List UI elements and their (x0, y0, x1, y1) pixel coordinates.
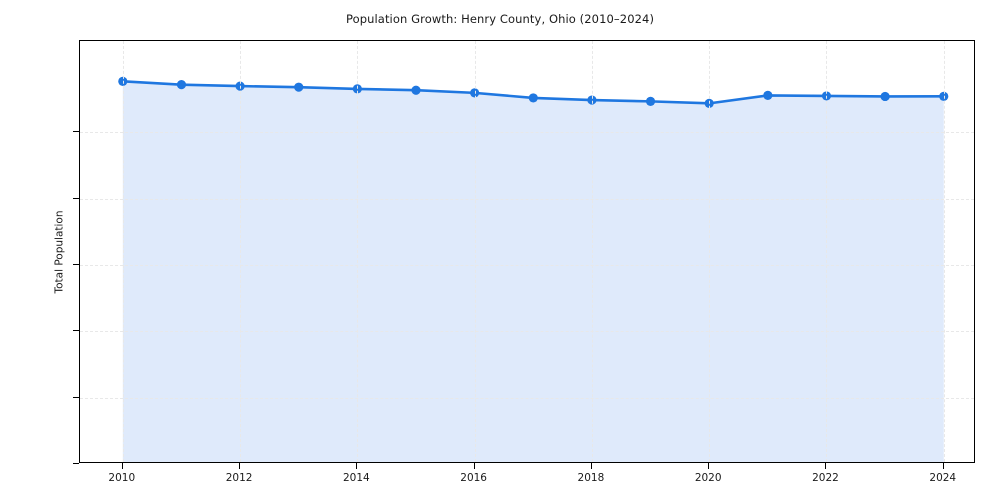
data-point-2017 (528, 93, 538, 103)
gridline-vertical-6 (826, 41, 828, 462)
plot-area (79, 40, 975, 463)
y-axis-label-wrapper: Total Population (8, 40, 66, 463)
population-line-series (118, 76, 949, 462)
x-tick-label-2014: 2014 (342, 472, 370, 484)
area-fill (122, 81, 944, 462)
gridline-horizontal-3 (80, 264, 974, 266)
data-point-2019 (645, 96, 656, 106)
gridline-vertical-5 (709, 41, 711, 462)
x-tick-label-2024: 2024 (929, 472, 957, 484)
y-tick-mark-3 (73, 263, 79, 265)
x-tick-label-2018: 2018 (577, 472, 605, 484)
data-point-2023 (880, 91, 890, 102)
x-tick-label-2016: 2016 (460, 472, 487, 484)
x-tick-label-2012: 2012 (225, 472, 253, 484)
x-tick-mark-6 (825, 463, 827, 469)
y-tick-mark-1 (73, 396, 79, 398)
plot-inner (80, 41, 974, 462)
x-tick-mark-3 (473, 463, 475, 469)
x-tick-mark-0 (121, 463, 123, 469)
x-tick-mark-4 (590, 463, 592, 469)
gridline-horizontal-1 (80, 397, 974, 399)
x-tick-label-2020: 2020 (694, 472, 722, 484)
x-tick-mark-5 (708, 463, 710, 469)
gridline-vertical-2 (357, 41, 359, 462)
y-tick-mark-4 (73, 197, 79, 199)
x-tick-mark-2 (356, 463, 358, 469)
data-point-2011 (176, 80, 187, 90)
y-tick-mark-0 (73, 463, 79, 464)
x-tick-mark-1 (239, 463, 241, 469)
gridline-horizontal-2 (80, 331, 974, 333)
x-tick-mark-7 (942, 463, 944, 469)
gridline-vertical-0 (122, 41, 124, 462)
x-tick-label-2010: 2010 (108, 472, 136, 484)
gridline-horizontal-5 (80, 132, 974, 134)
chart-title: Population Growth: Henry County, Ohio (2… (345, 12, 655, 26)
data-point-2013 (294, 82, 304, 92)
y-tick-mark-2 (73, 330, 79, 332)
data-point-2015 (411, 85, 421, 95)
gridline-vertical-1 (240, 41, 242, 462)
x-tick-label-2022: 2022 (812, 472, 839, 484)
gridline-vertical-7 (943, 41, 945, 462)
y-tick-mark-5 (73, 131, 79, 133)
gridline-vertical-4 (591, 41, 593, 462)
gridline-horizontal-4 (80, 198, 974, 200)
y-axis-label: Total Population (53, 209, 66, 294)
gridline-vertical-3 (474, 41, 476, 462)
data-point-2021 (763, 90, 773, 100)
